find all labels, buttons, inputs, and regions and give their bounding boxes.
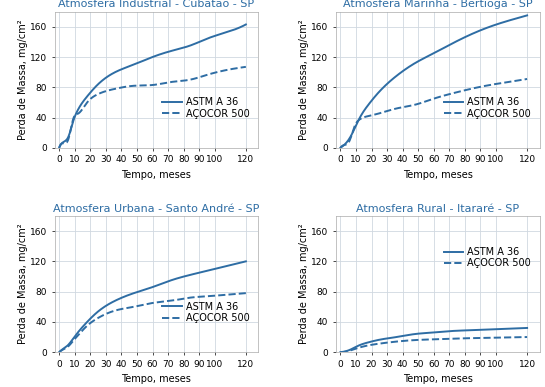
ASTM A 36 xyxy=(447,329,454,334)
ASTM A 36 xyxy=(337,146,344,150)
ASTM A 36 xyxy=(166,279,173,283)
ASTM A 36 xyxy=(524,13,530,18)
ASTM A 36 xyxy=(213,266,220,271)
Y-axis label: Perda de Massa, mg/cm²: Perda de Massa, mg/cm² xyxy=(299,19,310,140)
Y-axis label: Perda de Massa, mg/cm²: Perda de Massa, mg/cm² xyxy=(18,19,28,140)
AÇOCOR 500 xyxy=(170,298,177,303)
Legend: ASTM A 36, AÇOCOR 500: ASTM A 36, AÇOCOR 500 xyxy=(159,298,253,327)
ASTM A 36 xyxy=(57,349,63,354)
X-axis label: Tempo, meses: Tempo, meses xyxy=(403,374,473,384)
ASTM A 36 xyxy=(494,327,501,331)
AÇOCOR 500 xyxy=(243,65,249,69)
AÇOCOR 500 xyxy=(243,291,249,295)
AÇOCOR 500 xyxy=(166,80,173,84)
Title: Atmosfera Urbana - Santo André - SP: Atmosfera Urbana - Santo André - SP xyxy=(53,204,259,214)
ASTM A 36 xyxy=(449,329,455,333)
ASTM A 36 xyxy=(56,350,63,354)
AÇOCOR 500 xyxy=(56,146,63,150)
AÇOCOR 500 xyxy=(167,298,173,303)
AÇOCOR 500 xyxy=(57,144,63,149)
AÇOCOR 500 xyxy=(170,79,177,84)
AÇOCOR 500 xyxy=(338,145,344,149)
AÇOCOR 500 xyxy=(56,350,63,354)
AÇOCOR 500 xyxy=(451,91,458,95)
Line: ASTM A 36: ASTM A 36 xyxy=(59,261,246,352)
AÇOCOR 500 xyxy=(449,336,455,341)
Line: ASTM A 36: ASTM A 36 xyxy=(341,15,527,148)
ASTM A 36 xyxy=(225,29,232,34)
ASTM A 36 xyxy=(506,326,513,331)
Title: Atmosfera Rural - Itararé - SP: Atmosfera Rural - Itararé - SP xyxy=(356,204,519,214)
AÇOCOR 500 xyxy=(338,350,344,354)
Legend: ASTM A 36, AÇOCOR 500: ASTM A 36, AÇOCOR 500 xyxy=(440,243,535,272)
Y-axis label: Perda de Massa, mg/cm²: Perda de Massa, mg/cm² xyxy=(18,224,28,344)
ASTM A 36 xyxy=(447,42,454,46)
AÇOCOR 500 xyxy=(337,146,344,150)
AÇOCOR 500 xyxy=(225,67,232,72)
ASTM A 36 xyxy=(225,263,232,268)
ASTM A 36 xyxy=(167,278,173,283)
ASTM A 36 xyxy=(524,325,530,330)
ASTM A 36 xyxy=(337,350,344,354)
ASTM A 36 xyxy=(449,41,455,46)
AÇOCOR 500 xyxy=(337,350,344,354)
Title: Atmosfera Marinha - Bertioga - SP: Atmosfera Marinha - Bertioga - SP xyxy=(343,0,532,9)
ASTM A 36 xyxy=(451,329,458,333)
X-axis label: Tempo, meses: Tempo, meses xyxy=(122,374,191,384)
ASTM A 36 xyxy=(451,40,458,45)
ASTM A 36 xyxy=(167,49,173,53)
ASTM A 36 xyxy=(213,33,220,38)
ASTM A 36 xyxy=(243,22,249,27)
AÇOCOR 500 xyxy=(57,349,63,354)
Line: AÇOCOR 500: AÇOCOR 500 xyxy=(341,337,527,352)
AÇOCOR 500 xyxy=(452,336,458,341)
AÇOCOR 500 xyxy=(225,292,232,297)
AÇOCOR 500 xyxy=(449,336,456,341)
Legend: ASTM A 36, AÇOCOR 500: ASTM A 36, AÇOCOR 500 xyxy=(159,93,253,123)
Title: Atmosfera Industrial - Cubatão - SP: Atmosfera Industrial - Cubatão - SP xyxy=(58,0,255,9)
Line: ASTM A 36: ASTM A 36 xyxy=(341,328,527,352)
AÇOCOR 500 xyxy=(524,77,530,81)
AÇOCOR 500 xyxy=(447,91,454,96)
Line: AÇOCOR 500: AÇOCOR 500 xyxy=(59,293,246,352)
AÇOCOR 500 xyxy=(213,293,220,298)
ASTM A 36 xyxy=(166,49,173,54)
AÇOCOR 500 xyxy=(507,335,513,340)
X-axis label: Tempo, meses: Tempo, meses xyxy=(403,170,473,180)
ASTM A 36 xyxy=(170,48,177,53)
AÇOCOR 500 xyxy=(506,79,513,84)
Line: AÇOCOR 500: AÇOCOR 500 xyxy=(59,67,246,148)
AÇOCOR 500 xyxy=(167,80,173,84)
ASTM A 36 xyxy=(56,146,63,150)
Legend: ASTM A 36, AÇOCOR 500: ASTM A 36, AÇOCOR 500 xyxy=(440,93,535,123)
Line: ASTM A 36: ASTM A 36 xyxy=(59,24,246,148)
ASTM A 36 xyxy=(243,259,249,264)
AÇOCOR 500 xyxy=(338,350,345,354)
AÇOCOR 500 xyxy=(166,299,173,303)
AÇOCOR 500 xyxy=(495,335,501,340)
AÇOCOR 500 xyxy=(524,335,530,339)
ASTM A 36 xyxy=(338,350,344,354)
ASTM A 36 xyxy=(338,145,344,150)
X-axis label: Tempo, meses: Tempo, meses xyxy=(122,170,191,180)
Y-axis label: Perda de Massa, mg/cm²: Perda de Massa, mg/cm² xyxy=(299,224,310,344)
ASTM A 36 xyxy=(170,277,177,282)
AÇOCOR 500 xyxy=(213,70,220,75)
ASTM A 36 xyxy=(506,18,513,23)
AÇOCOR 500 xyxy=(494,81,501,86)
ASTM A 36 xyxy=(494,22,501,26)
Line: AÇOCOR 500: AÇOCOR 500 xyxy=(341,79,527,148)
AÇOCOR 500 xyxy=(449,91,455,96)
ASTM A 36 xyxy=(57,144,63,149)
